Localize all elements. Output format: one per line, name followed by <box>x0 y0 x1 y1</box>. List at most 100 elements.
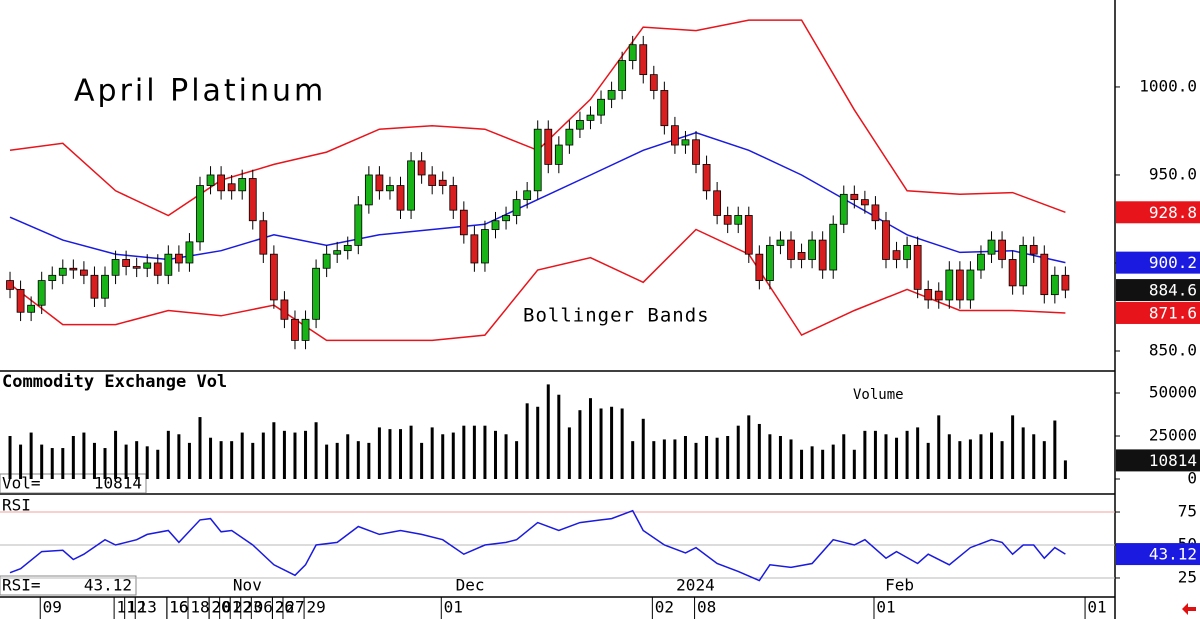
volume-bar <box>356 441 360 479</box>
volume-bar <box>71 436 75 479</box>
value-box <box>1116 279 1200 302</box>
volume-bar <box>905 430 909 479</box>
volume-bar <box>515 441 519 479</box>
volume-bar <box>810 446 814 479</box>
candle-body <box>6 280 14 290</box>
candle-body <box>491 220 500 230</box>
candle-body <box>565 128 574 146</box>
readout-value: 43.12 <box>84 576 132 595</box>
volume-bar <box>842 434 846 479</box>
candle-body <box>37 280 46 306</box>
candle-body <box>206 174 215 186</box>
candle-body <box>913 244 922 290</box>
volume-bar <box>240 432 244 479</box>
volume-bar <box>346 434 350 479</box>
volume-bar <box>673 439 677 479</box>
candle-body <box>364 174 373 206</box>
volume-bar <box>209 437 213 479</box>
value-box <box>1116 543 1200 566</box>
x-tick-label: 16 <box>169 598 188 617</box>
candle-body <box>143 262 152 269</box>
candle-body <box>248 178 257 222</box>
candle-body <box>723 215 732 225</box>
volume-bar <box>335 442 339 479</box>
y-tick-label: 25000 <box>1149 426 1197 445</box>
volume-bar <box>926 442 930 479</box>
volume-bar <box>1000 441 1004 479</box>
volume-bar <box>546 384 550 479</box>
candle-body <box>554 144 563 165</box>
candle-body <box>227 183 236 192</box>
month-label: Feb <box>885 576 914 595</box>
candle-body <box>407 160 415 211</box>
candle-body <box>417 160 426 176</box>
volume-bar <box>958 441 962 479</box>
volume-bar <box>251 442 255 479</box>
candle-body <box>470 234 479 264</box>
candle-body <box>48 274 57 281</box>
candle-body <box>449 185 458 211</box>
volume-bar <box>610 406 614 479</box>
candle-body <box>576 119 584 130</box>
candle-body <box>597 98 605 116</box>
candle-body <box>174 253 183 264</box>
candle-body <box>1019 244 1028 287</box>
candle-body <box>238 178 247 192</box>
candle-body <box>481 229 489 264</box>
panel-title: Commodity Exchange Vol <box>2 372 227 392</box>
x-tick-label: 09 <box>43 598 62 617</box>
candle-body <box>196 185 204 243</box>
candle-body <box>428 174 437 186</box>
volume-bar <box>757 423 761 479</box>
candle-body <box>1050 274 1059 296</box>
candle-body <box>924 288 933 301</box>
candle-body <box>386 185 394 192</box>
y-tick-label: 950.0 <box>1149 164 1197 183</box>
volume-bar <box>557 394 561 479</box>
candle-body <box>375 174 384 192</box>
candle-body <box>966 269 975 301</box>
candle-body <box>882 220 890 260</box>
candle-body <box>818 239 827 271</box>
candle-body <box>660 90 669 127</box>
readout-box <box>0 575 137 596</box>
readout-label: RSI= <box>2 576 41 595</box>
volume-bar <box>778 436 782 479</box>
candle-body <box>607 90 616 100</box>
candle-body <box>164 253 173 276</box>
candle-body <box>649 74 658 91</box>
candle-body <box>354 204 363 246</box>
candle-body <box>829 223 838 271</box>
candle-body <box>765 244 774 281</box>
volume-bar <box>388 429 392 479</box>
candle-body <box>734 215 743 225</box>
x-tick-label: 01 <box>444 598 463 617</box>
x-tick-label: 26 <box>275 598 294 617</box>
candle-body <box>1061 274 1070 291</box>
volume-bar <box>990 432 994 479</box>
value-box <box>1116 301 1200 324</box>
volume-bar <box>694 442 698 479</box>
candle-body <box>301 318 310 341</box>
band-line <box>9 228 1066 342</box>
value-box-label: 900.2 <box>1149 253 1197 272</box>
volume-bar <box>483 425 487 479</box>
x-tick-label: 29 <box>306 598 325 617</box>
value-box-label: 871.6 <box>1149 303 1197 322</box>
volume-bar <box>409 425 413 479</box>
candle-body <box>153 262 162 276</box>
volume-bar <box>92 442 96 479</box>
scroll-arrow[interactable] <box>1182 603 1196 615</box>
volume-bar <box>736 425 740 479</box>
y-tick-label: 75 <box>1178 502 1197 521</box>
x-tick-label: 02 <box>655 598 674 617</box>
value-box-label: 10814 <box>1149 451 1197 470</box>
candle-body <box>998 239 1006 260</box>
candle-body <box>280 299 289 320</box>
volume-bar <box>768 434 772 479</box>
x-tick-label: 23 <box>243 598 262 617</box>
x-tick-label: 01 <box>1087 598 1106 617</box>
volume-bar <box>451 432 455 479</box>
candle-body <box>903 244 911 260</box>
